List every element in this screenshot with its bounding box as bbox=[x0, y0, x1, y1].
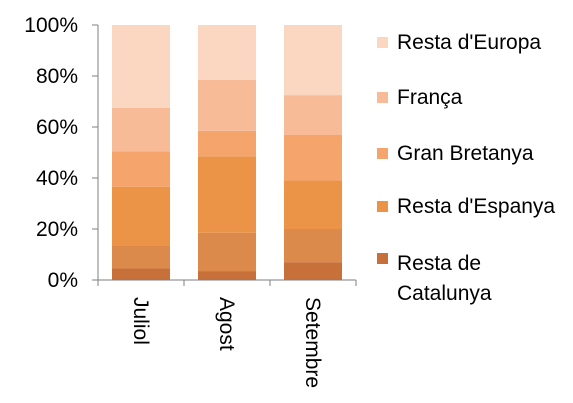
x-tick-label-agost: Agost bbox=[215, 297, 238, 351]
bar-agost-series-3 bbox=[198, 130, 256, 157]
bar-agost-series-5 bbox=[198, 25, 256, 80]
bar-juliol-series-3 bbox=[112, 151, 170, 187]
bar-juliol-series-4 bbox=[112, 107, 170, 152]
bar-setembre-series-4 bbox=[284, 95, 342, 135]
bar-juliol-series-1 bbox=[112, 245, 170, 269]
legend-label: Resta de bbox=[397, 252, 481, 275]
y-tick-label: 20% bbox=[36, 218, 78, 241]
legend-swatch bbox=[377, 92, 388, 103]
bar-setembre-series-2 bbox=[284, 180, 342, 229]
bar-juliol-series-0 bbox=[112, 268, 170, 280]
legend-label: França bbox=[397, 86, 463, 109]
bar-setembre-series-1 bbox=[284, 229, 342, 263]
bar-setembre-series-0 bbox=[284, 262, 342, 280]
bar-agost-series-2 bbox=[198, 156, 256, 233]
bar-agost-series-1 bbox=[198, 232, 256, 272]
x-tick-label-setembre: Setembre bbox=[301, 297, 324, 388]
legend-label: Resta d'Espanya bbox=[397, 195, 555, 218]
legend-swatch bbox=[377, 201, 388, 212]
y-tick-label: 0% bbox=[48, 269, 78, 292]
legend-label: Resta d'Europa bbox=[397, 31, 541, 54]
legend-swatch bbox=[377, 148, 388, 159]
bar-agost-series-0 bbox=[198, 271, 256, 280]
plot-area: Juliol Agost Setembre 0% 20% 40% 60% 80% 100% bbox=[24, 14, 357, 388]
y-tick-label: 100% bbox=[24, 14, 78, 37]
legend: Resta d'Europa França Gran Bretanya Resta d… bbox=[377, 31, 555, 305]
bar-juliol-series-5 bbox=[112, 25, 170, 108]
bar-agost-series-4 bbox=[198, 79, 256, 131]
legend-swatch bbox=[377, 253, 388, 264]
legend-label: Catalunya bbox=[397, 282, 492, 305]
y-tick-label: 80% bbox=[36, 65, 78, 88]
legend-swatch bbox=[377, 37, 388, 48]
y-tick-label: 60% bbox=[36, 116, 78, 139]
bar-juliol-series-2 bbox=[112, 186, 170, 246]
bar-setembre-series-5 bbox=[284, 25, 342, 96]
legend-label: Gran Bretanya bbox=[397, 142, 534, 165]
bar-setembre-series-3 bbox=[284, 134, 342, 181]
y-tick-label: 40% bbox=[36, 167, 78, 190]
x-tick-label-juliol: Juliol bbox=[129, 297, 152, 345]
